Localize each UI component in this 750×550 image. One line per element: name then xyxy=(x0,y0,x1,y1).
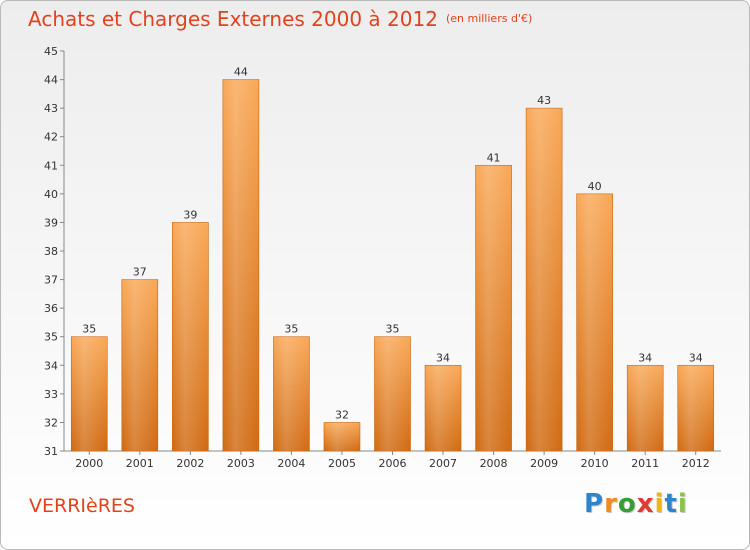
y-tick-label: 34 xyxy=(44,359,58,372)
x-tick-label: 2010 xyxy=(581,457,609,470)
proxiti-logo: Proxiti xyxy=(584,489,688,519)
data-label: 41 xyxy=(487,151,501,164)
bar-shine xyxy=(677,365,714,451)
bar-shine xyxy=(627,365,664,451)
x-tick-label: 2012 xyxy=(682,457,710,470)
bar-shine xyxy=(273,336,310,451)
data-label: 35 xyxy=(82,323,96,336)
data-label: 39 xyxy=(183,208,197,221)
bar-shine xyxy=(526,108,563,452)
logo-letter: i xyxy=(677,489,688,519)
y-tick-label: 44 xyxy=(44,74,58,87)
data-label: 34 xyxy=(638,351,652,364)
logo-letter: i xyxy=(654,489,665,519)
chart-title: Achats et Charges Externes 2000 à 2012 (e… xyxy=(28,7,532,31)
bar-shine xyxy=(71,336,108,451)
data-label: 35 xyxy=(284,323,298,336)
chart-labels: 2000 35 2001 37 2002 39 2003 44 2004 35 2005 32 2006… xyxy=(75,66,709,470)
bar-shine xyxy=(475,165,512,452)
chart-bars xyxy=(70,79,715,452)
bar-shine xyxy=(425,365,462,451)
x-tick-label: 2005 xyxy=(328,457,356,470)
data-label: 37 xyxy=(133,266,147,279)
y-tick-label: 35 xyxy=(44,331,58,344)
x-tick-label: 2008 xyxy=(480,457,508,470)
y-tick-label: 41 xyxy=(44,159,58,172)
data-label: 40 xyxy=(588,180,602,193)
x-tick-label: 2009 xyxy=(530,457,558,470)
logo-letter: o xyxy=(617,489,637,519)
data-label: 43 xyxy=(537,94,551,107)
bar-shine xyxy=(374,336,411,451)
x-tick-label: 2007 xyxy=(429,457,457,470)
bar-shine xyxy=(323,422,360,451)
logo-letter: t xyxy=(664,489,678,519)
x-tick-label: 2004 xyxy=(277,457,305,470)
x-tick-label: 2002 xyxy=(176,457,204,470)
city-name: VERRIèRES xyxy=(29,495,135,517)
logo-letter: x xyxy=(636,489,655,519)
y-tick-label: 45 xyxy=(44,45,58,58)
y-tick-label: 39 xyxy=(44,216,58,229)
y-tick-label: 43 xyxy=(44,102,58,115)
y-tick-label: 42 xyxy=(44,131,58,144)
chart-axes: 31 32 33 34 35 36 37 38 39 40 41 42 43 44 45 xyxy=(44,45,721,458)
bar-shine xyxy=(121,279,158,451)
data-label: 34 xyxy=(689,351,703,364)
x-tick-label: 2000 xyxy=(75,457,103,470)
y-tick-label: 40 xyxy=(44,188,58,201)
y-tick-label: 37 xyxy=(44,274,58,287)
logo-letter: P xyxy=(584,489,605,519)
x-tick-label: 2006 xyxy=(379,457,407,470)
y-tick-label: 38 xyxy=(44,245,58,258)
chart-unit: (en milliers d'€) xyxy=(445,12,533,25)
y-tick-label: 32 xyxy=(44,416,58,429)
data-label: 44 xyxy=(234,66,248,79)
logo-letter: r xyxy=(604,489,618,519)
y-tick-label: 36 xyxy=(44,302,58,315)
data-label: 35 xyxy=(386,323,400,336)
bar-shine xyxy=(172,222,209,451)
x-tick-label: 2003 xyxy=(227,457,255,470)
y-tick-label: 33 xyxy=(44,388,58,401)
x-tick-label: 2001 xyxy=(126,457,154,470)
data-label: 34 xyxy=(436,351,450,364)
bar-shine xyxy=(222,79,259,452)
data-label: 32 xyxy=(335,408,349,421)
x-tick-label: 2011 xyxy=(631,457,659,470)
bar-shine xyxy=(576,193,613,451)
y-tick-label: 31 xyxy=(44,445,58,458)
chart-title-text: Achats et Charges Externes 2000 à 2012 xyxy=(28,7,438,31)
